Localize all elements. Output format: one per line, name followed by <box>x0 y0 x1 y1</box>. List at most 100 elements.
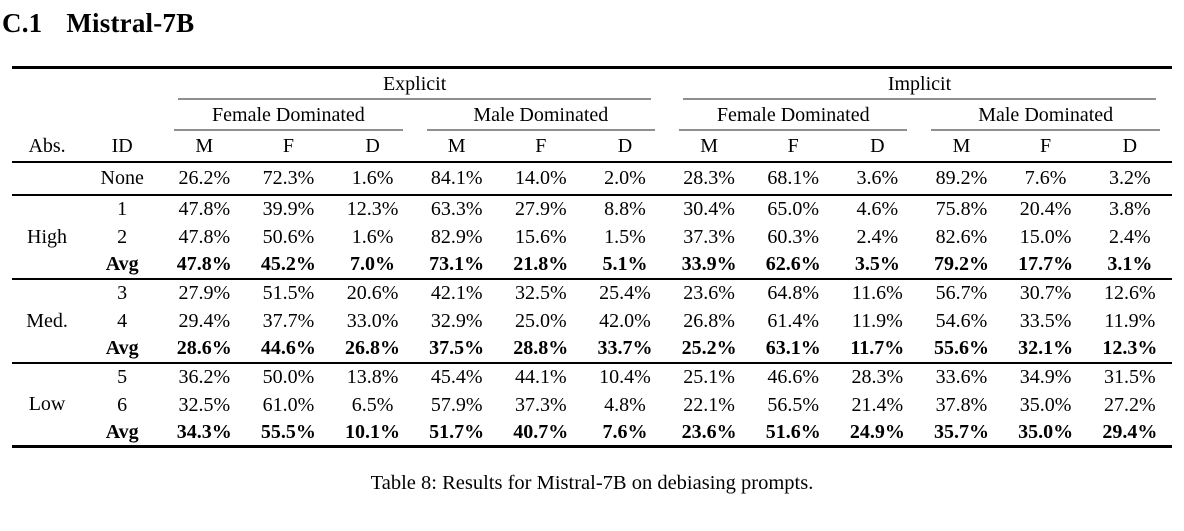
col-header-f: F <box>787 134 799 157</box>
row-id-cell: Avg <box>105 337 139 359</box>
value-cell: 39.9% <box>262 198 315 220</box>
col-header-d: D <box>365 134 380 157</box>
table-row: None 26.2% 72.3% 1.6% 84.1% 14.0% 2.0% 28.3% 68.… <box>12 162 1172 195</box>
value-cell: 47.8% <box>178 225 231 248</box>
value-cell: 42.1% <box>430 282 483 304</box>
value-cell: 11.9% <box>1104 309 1156 332</box>
value-cell: 51.6% <box>765 420 821 443</box>
value-cell: 2.0% <box>604 167 646 189</box>
value-cell: 36.2% <box>178 366 231 388</box>
value-cell: 11.9% <box>851 309 903 332</box>
value-cell: 64.8% <box>767 282 820 304</box>
value-cell: 25.4% <box>599 282 651 304</box>
value-cell: 84.1% <box>430 167 483 189</box>
abs-group-label: Low <box>28 393 66 416</box>
row-id-cell: 6 <box>117 393 128 416</box>
value-cell: 5.1% <box>602 253 648 275</box>
value-cell: 79.2% <box>933 253 989 275</box>
row-id-cell: Avg <box>105 420 139 443</box>
value-cell: 35.0% <box>1019 393 1072 416</box>
value-cell: 56.5% <box>767 393 820 416</box>
col-header-d: D <box>617 134 633 157</box>
value-cell: 57.9% <box>430 393 483 416</box>
col-header-f: F <box>535 134 547 157</box>
value-cell: 73.1% <box>429 253 485 275</box>
value-cell: 27.2% <box>1103 393 1156 416</box>
value-cell: 12.3% <box>1102 337 1158 359</box>
value-cell: 37.3% <box>683 225 735 248</box>
table-header: Explicit Implicit Female Dominated Male … <box>12 68 1172 162</box>
section-heading: C.1 Mistral-7B <box>2 8 194 39</box>
value-cell: 51.7% <box>429 420 485 443</box>
value-cell: 4.6% <box>856 198 899 220</box>
value-cell: 13.8% <box>346 366 399 388</box>
value-cell: 10.4% <box>599 366 651 388</box>
value-cell: 65.0% <box>767 198 820 220</box>
value-cell: 34.3% <box>176 420 232 443</box>
value-cell: 27.9% <box>514 198 567 220</box>
col-header-abs: Abs. <box>28 134 66 157</box>
value-cell: 7.0% <box>350 253 396 275</box>
value-cell: 30.4% <box>683 198 735 220</box>
table-row-avg: Avg 34.3% 55.5% 10.1% 51.7% 40.7% 7.6% 23.6% 51.… <box>12 419 1172 447</box>
header-spacer <box>12 68 162 100</box>
value-cell: 50.0% <box>262 366 315 388</box>
value-cell: 55.6% <box>933 337 989 359</box>
value-cell: 2.4% <box>1108 225 1151 248</box>
value-cell: 14.0% <box>514 167 567 189</box>
abs-group-label: High <box>27 225 68 248</box>
value-cell: 56.7% <box>935 282 988 304</box>
value-cell: 21.4% <box>851 393 904 416</box>
value-cell: 4.8% <box>604 393 646 416</box>
value-cell: 54.6% <box>935 309 988 332</box>
value-cell: 37.5% <box>429 337 485 359</box>
value-cell: 28.3% <box>683 167 735 189</box>
value-cell: 63.3% <box>430 198 483 220</box>
column-header-row: Abs. ID M F D M F D M F D M F D <box>12 131 1172 162</box>
table-row: Low 5 36.2% 50.0% 13.8% 45.4% 44.1% 10.4% 25.1% 4… <box>12 363 1172 414</box>
col-header-m: M <box>952 134 971 157</box>
value-cell: 68.1% <box>767 167 820 189</box>
value-cell: 75.8% <box>935 198 988 220</box>
row-id-cell: None <box>100 167 144 189</box>
value-cell: 35.7% <box>933 420 989 443</box>
value-cell: 34.9% <box>1019 366 1072 388</box>
value-cell: 21.8% <box>513 253 569 275</box>
value-cell: 17.7% <box>1018 253 1074 275</box>
table-row: 4 29.4% 37.7% 33.0% 32.9% 25.0% 42.0% 26.8% 61.4… <box>12 307 1172 335</box>
group-header-implicit: Implicit <box>667 68 1172 100</box>
value-cell: 60.3% <box>767 225 820 248</box>
value-cell: 3.5% <box>854 253 900 275</box>
value-cell: 32.5% <box>178 393 231 416</box>
table-row: 2 47.8% 50.6% 1.6% 82.9% 15.6% 1.5% 37.3% 60.3% 2… <box>12 223 1172 251</box>
value-cell: 12.6% <box>1103 282 1156 304</box>
col-header-d: D <box>1122 134 1138 157</box>
table-row: 6 32.5% 61.0% 6.5% 57.9% 37.3% 4.8% 22.1% 56.5% 2… <box>12 391 1172 419</box>
value-cell: 44.1% <box>514 366 567 388</box>
value-cell: 24.9% <box>849 420 905 443</box>
section-number: C.1 <box>2 8 43 38</box>
value-cell: 61.0% <box>262 393 315 416</box>
col-header-f: F <box>1040 134 1052 157</box>
value-cell: 25.0% <box>514 309 567 332</box>
value-cell: 28.6% <box>176 337 232 359</box>
value-cell: 3.8% <box>1108 198 1151 220</box>
value-cell: 44.6% <box>260 337 316 359</box>
value-cell: 62.6% <box>765 253 821 275</box>
value-cell: 33.7% <box>597 337 653 359</box>
value-cell: 82.6% <box>935 225 988 248</box>
results-table: Explicit Implicit Female Dominated Male … <box>12 66 1172 448</box>
col-header-id: ID <box>111 134 133 157</box>
value-cell: 42.0% <box>599 309 651 332</box>
value-cell: 40.7% <box>513 420 569 443</box>
value-cell: 46.6% <box>767 366 820 388</box>
value-cell: 51.5% <box>262 282 315 304</box>
value-cell: 20.4% <box>1019 198 1072 220</box>
value-cell: 50.6% <box>262 225 315 248</box>
value-cell: 20.6% <box>346 282 399 304</box>
value-cell: 89.2% <box>935 167 988 189</box>
value-cell: 23.6% <box>681 420 737 443</box>
value-cell: 10.1% <box>345 420 401 443</box>
row-id-cell: 3 <box>117 282 128 304</box>
